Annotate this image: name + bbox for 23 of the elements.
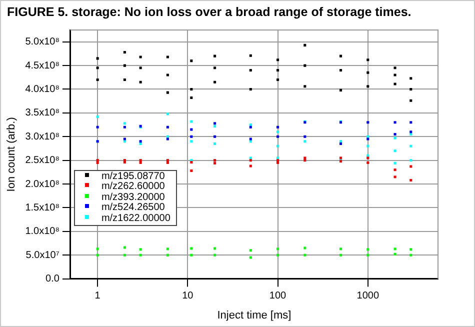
x-tick-label: 1 xyxy=(94,290,101,302)
x-tick-label: 10 xyxy=(182,290,194,302)
y-tick-label: 1.5x10⁸ xyxy=(25,202,60,214)
chart-title: FIGURE 5. storage: No ion loss over a broad range of storage times. xyxy=(7,5,412,19)
y-axis-title: Ion count (arb.) xyxy=(6,117,18,192)
y-tick-label: 0.0 xyxy=(46,274,60,285)
y-tick-label: 5.0x10⁷ xyxy=(26,250,60,261)
x-axis-title: Inject time [ms] xyxy=(217,309,292,322)
legend-label: m/z262.60000 xyxy=(101,181,165,192)
y-tick-label: 2.5x10⁸ xyxy=(25,155,60,166)
y-tick-label: 3.0x10⁸ xyxy=(25,131,60,142)
y-tick-label: 2.0x10⁸ xyxy=(25,178,60,190)
y-tick-label: 5.0x10⁸ xyxy=(25,36,60,48)
y-tick-label: 4.5x10⁸ xyxy=(25,60,60,72)
y-tick-label: 3.5x10⁸ xyxy=(25,108,60,119)
y-tick-label: 1.0x10⁸ xyxy=(25,226,60,238)
legend-label: m/z1622.00000 xyxy=(101,212,170,224)
legend-label: m/z524.26500 xyxy=(101,202,165,214)
legend-label: m/z195.08770 xyxy=(101,170,165,182)
x-tick-label: 1000 xyxy=(356,290,380,302)
x-tick-label: 100 xyxy=(269,290,287,302)
legend-label: m/z393.20000 xyxy=(101,192,165,203)
y-tick-label: 4.0x10⁸ xyxy=(25,84,60,95)
